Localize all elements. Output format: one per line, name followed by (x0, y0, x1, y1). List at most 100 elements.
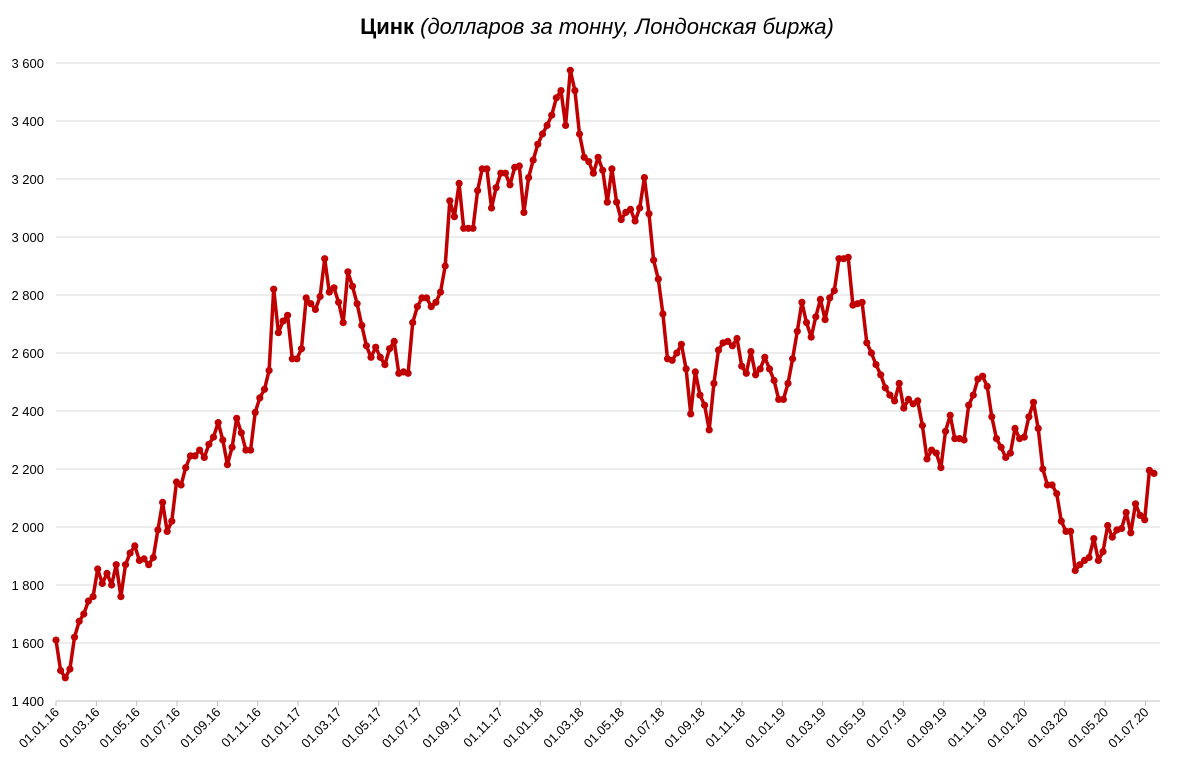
data-point (237, 429, 245, 437)
data-point (872, 361, 880, 369)
data-point (358, 321, 366, 329)
data-point (1039, 465, 1047, 473)
data-point (770, 376, 778, 385)
data-point (256, 394, 264, 402)
data-point (988, 413, 996, 421)
data-point (826, 294, 834, 302)
data-point (316, 292, 324, 301)
x-tick-label: 01.07.20 (1105, 705, 1151, 751)
data-point (84, 597, 92, 605)
data-point (474, 187, 482, 195)
data-point (1048, 481, 1056, 489)
data-point (159, 498, 167, 506)
data-point (599, 166, 607, 174)
data-point (580, 153, 588, 161)
data-point (1085, 553, 1093, 562)
data-points (52, 66, 1158, 682)
data-point (779, 395, 788, 403)
data-point (969, 391, 977, 399)
data-point (617, 216, 625, 224)
data-point (163, 527, 171, 536)
data-point (103, 569, 111, 578)
data-point (390, 337, 398, 345)
data-point (747, 348, 755, 356)
data-point (752, 371, 760, 379)
data-point (742, 369, 750, 377)
data-point (904, 395, 913, 403)
x-tick-label: 01.07.16 (137, 705, 183, 751)
data-point (701, 401, 709, 409)
data-point (914, 397, 922, 405)
x-tick-label: 01.01.17 (258, 705, 304, 751)
data-point (1071, 566, 1079, 575)
data-point (1141, 516, 1149, 524)
data-point (121, 561, 130, 569)
data-point (645, 210, 653, 218)
x-tick-label: 01.05.19 (823, 705, 869, 751)
data-point (432, 298, 440, 306)
data-point (515, 162, 523, 170)
data-point (891, 397, 899, 405)
x-tick-label: 01.11.19 (944, 705, 990, 751)
data-point (177, 481, 185, 489)
data-point (126, 549, 134, 557)
data-point (765, 365, 774, 373)
data-point (960, 436, 968, 444)
x-tick-label: 01.09.17 (419, 705, 465, 751)
series-line (54, 68, 1156, 680)
data-point (307, 300, 315, 308)
data-point (830, 287, 838, 295)
data-point (404, 369, 412, 377)
x-tick-label: 01.11.18 (702, 705, 748, 751)
x-tick-label: 01.01.19 (742, 705, 788, 751)
data-point (534, 140, 542, 148)
data-point (223, 461, 231, 469)
data-point (668, 356, 676, 364)
data-point (94, 565, 102, 573)
data-point (673, 349, 681, 357)
data-point (923, 455, 931, 463)
data-point (145, 561, 153, 569)
x-tick-label: 01.07.19 (863, 705, 909, 751)
data-point (483, 165, 491, 173)
data-point (1067, 527, 1075, 536)
data-point (335, 298, 343, 306)
data-point (793, 327, 801, 335)
y-tick-label: 1 800 (11, 578, 44, 593)
y-tick-label: 1 600 (11, 636, 44, 651)
data-point (302, 294, 310, 302)
data-point (330, 284, 338, 292)
y-tick-label: 3 400 (11, 114, 44, 129)
data-point (293, 355, 301, 363)
data-point (1006, 449, 1015, 457)
data-point (631, 217, 639, 225)
x-tick-label: 01.01.20 (984, 705, 1030, 751)
data-point (362, 342, 370, 350)
data-point (821, 316, 829, 324)
data-point (863, 339, 871, 347)
y-tick-label: 1 400 (11, 694, 44, 709)
data-point (279, 317, 287, 325)
data-point (571, 87, 579, 95)
data-point (941, 427, 950, 435)
data-point (1057, 517, 1065, 525)
data-point (386, 345, 394, 353)
data-point (682, 365, 690, 373)
data-point (636, 204, 644, 212)
data-point (325, 288, 333, 296)
data-point (367, 353, 375, 361)
data-point (575, 130, 584, 138)
data-point (937, 464, 945, 472)
data-point (209, 433, 218, 441)
y-tick-label: 2 000 (11, 520, 44, 535)
data-point (756, 365, 764, 373)
data-point (219, 436, 227, 444)
y-tick-label: 2 400 (11, 404, 44, 419)
data-point (1020, 433, 1028, 441)
data-point (274, 329, 282, 337)
data-point (98, 579, 106, 588)
data-point (654, 275, 662, 283)
data-point (548, 111, 556, 119)
data-point (117, 593, 125, 601)
data-point (1029, 398, 1038, 406)
